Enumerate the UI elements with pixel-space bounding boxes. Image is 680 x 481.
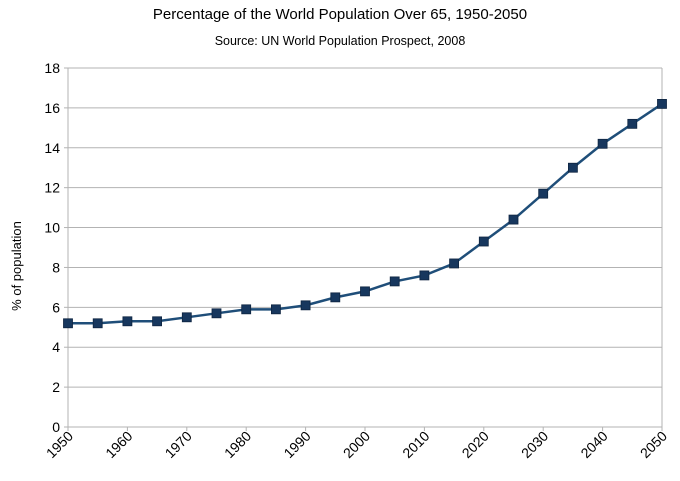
y-tick-label: 8	[52, 259, 60, 275]
data-point-marker	[63, 318, 73, 329]
y-tick-label: 14	[44, 140, 60, 156]
chart-subtitle: Source: UN World Population Prospect, 20…	[214, 34, 466, 48]
axes	[64, 67, 663, 431]
data-point-marker	[181, 312, 192, 323]
data-point-marker	[211, 308, 222, 319]
x-tick-label: 2000	[340, 428, 373, 461]
y-tick-label: 0	[52, 419, 60, 435]
data-point-marker	[360, 286, 370, 297]
data-point-marker	[241, 304, 252, 315]
x-tick-label: 2030	[518, 428, 551, 461]
y-tick-label: 4	[52, 339, 60, 355]
y-tick-labels: 0 2 4 6 8 10 12 14 16 18	[44, 60, 60, 435]
y-tick-label: 6	[52, 299, 60, 315]
y-tick-label: 18	[44, 60, 60, 76]
gridlines	[68, 67, 662, 388]
x-tick-label: 2020	[459, 428, 492, 461]
data-point-marker	[419, 270, 430, 281]
data-point-marker	[508, 214, 519, 225]
data-point-marker	[270, 304, 281, 315]
y-axis-title: % of population	[9, 221, 24, 311]
x-tick-label: 1950	[43, 428, 76, 461]
y-tick-label: 16	[44, 100, 60, 116]
x-tick-label: 1970	[162, 428, 195, 461]
data-point-marker	[568, 162, 578, 173]
y-tick-label: 12	[44, 180, 60, 196]
x-tick-label: 1990	[280, 428, 313, 461]
x-tick-label: 2050	[637, 428, 670, 461]
y-tick-label: 2	[52, 379, 60, 395]
data-point-marker	[92, 318, 103, 329]
data-point-marker	[597, 138, 608, 149]
data-point-marker	[538, 188, 549, 199]
x-tick-label: 1980	[221, 428, 254, 461]
data-point-marker	[300, 300, 311, 311]
data-point-marker	[330, 292, 341, 303]
data-point-marker	[449, 258, 460, 269]
chart-title: Percentage of the World Population Over …	[152, 6, 528, 23]
data-point-marker	[389, 276, 400, 287]
x-tick-label: 1960	[102, 428, 135, 461]
data-point-marker	[152, 316, 163, 327]
y-tick-label: 10	[44, 220, 60, 236]
data-point-marker	[627, 118, 638, 129]
data-point-marker	[122, 316, 133, 327]
x-tick-labels: 1950 1960 1970 1980 1990 2000 2010 2020 2030 2040…	[43, 428, 670, 461]
x-tick-label: 2010	[399, 428, 432, 461]
data-point-marker	[478, 236, 489, 247]
data-point-marker	[657, 99, 667, 109]
x-tick-label: 2040	[577, 428, 610, 461]
data-markers	[63, 99, 667, 329]
